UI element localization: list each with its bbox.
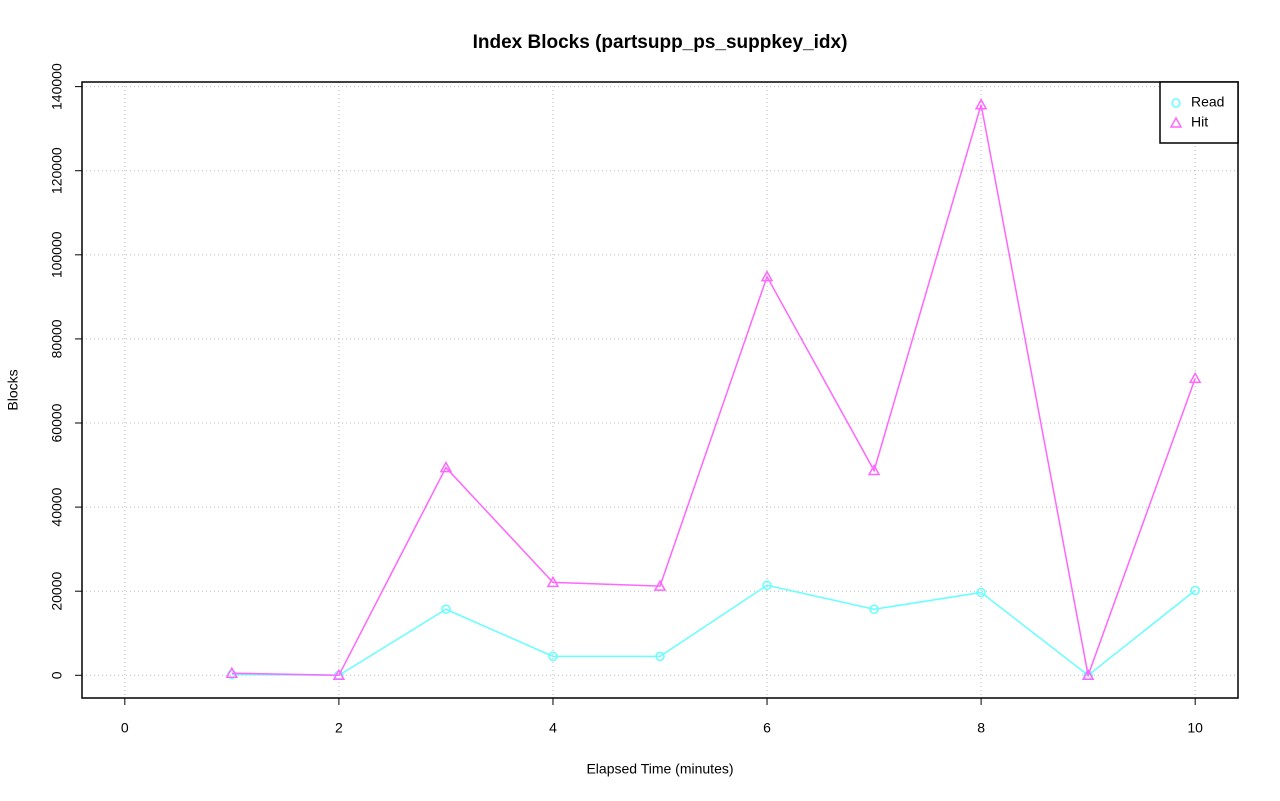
y-tick-label: 40000	[49, 487, 65, 526]
point	[1188, 371, 1202, 384]
point	[655, 651, 665, 662]
point	[548, 651, 558, 662]
point	[441, 604, 451, 615]
legend-marker	[1171, 98, 1181, 108]
y-tick-label: 140000	[49, 63, 65, 110]
point	[976, 587, 986, 598]
point	[1081, 668, 1095, 681]
y-tick-label: 0	[49, 671, 65, 679]
x-tick-label: 2	[335, 720, 343, 736]
point	[762, 580, 772, 591]
legend-label: Hit	[1191, 114, 1208, 130]
legend-label: Read	[1191, 94, 1224, 110]
plot-frame	[81, 81, 1239, 699]
series-line	[231, 584, 1196, 677]
point	[653, 579, 667, 591]
legend-marker	[1169, 116, 1183, 128]
y-tick-label: 20000	[49, 572, 65, 611]
y-axis-label: Blocks	[5, 369, 21, 410]
point	[225, 666, 239, 678]
x-tick-label: 6	[763, 720, 771, 736]
y-tick-label: 120000	[49, 147, 65, 194]
x-tick-label: 10	[1187, 720, 1203, 736]
x-tick-label: 4	[549, 720, 557, 736]
point	[546, 575, 560, 588]
y-tick-label: 100000	[49, 231, 65, 278]
point	[760, 270, 774, 282]
y-tick-label: 80000	[49, 319, 65, 358]
point	[439, 461, 453, 473]
point	[1190, 585, 1200, 596]
point	[332, 668, 346, 681]
y-tick-label: 60000	[49, 403, 65, 442]
x-tick-label: 8	[977, 720, 985, 736]
point	[869, 604, 879, 615]
series-line	[231, 104, 1196, 679]
chart-title: Index Blocks (partsupp_ps_suppkey_idx)	[473, 32, 848, 53]
legend-box	[1159, 81, 1239, 144]
point	[867, 463, 881, 476]
x-tick-label: 0	[121, 720, 129, 736]
x-axis-label: Elapsed Time (minutes)	[586, 761, 733, 777]
point	[974, 98, 988, 110]
